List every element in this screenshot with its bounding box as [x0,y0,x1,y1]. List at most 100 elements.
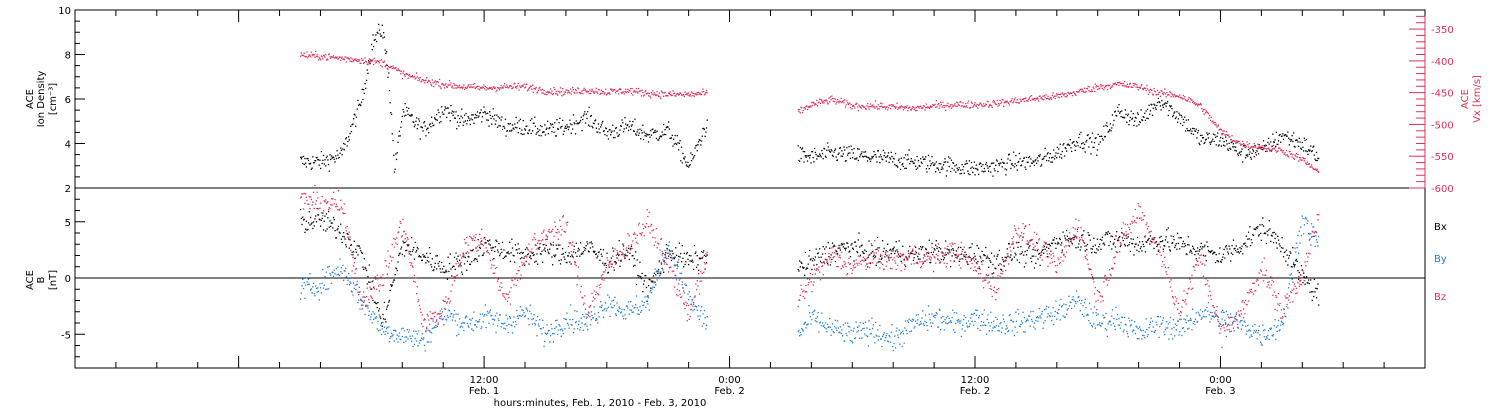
series-bx-point [461,271,463,273]
density-series-point [1311,150,1313,152]
series-bx-point [307,222,310,224]
series-bx-point [1314,291,1316,293]
series-bx-point [424,256,426,258]
density-series-point [597,131,599,133]
density-series-point [697,144,699,146]
density-series-point [526,132,529,134]
density-series-point [1225,136,1227,138]
density-series-point [987,167,989,169]
series-bx-point [466,260,469,262]
vx-series-point [392,65,394,67]
density-series-point [872,157,874,159]
series-by-point [412,345,414,348]
vx-series-point [534,88,537,90]
series-by-point [617,309,619,311]
series-bx-point [432,269,434,272]
series-by-point [317,290,320,293]
series-bx-point [1236,251,1238,253]
vx-series-point [1123,85,1125,87]
vx-series-point [618,88,620,91]
vx-series-point [1051,94,1053,96]
density-series-point [869,160,872,162]
density-series-point [306,158,308,160]
density-series-point [1295,139,1297,142]
density-series-point [847,152,849,154]
vx-series-point [1241,143,1243,145]
series-by-point [1111,315,1113,317]
series-by-point [340,270,342,273]
vx-series-point [660,98,662,100]
density-series-point [368,61,370,63]
series-by-point [685,284,687,287]
vx-series-point [1269,149,1271,152]
vx-series-point [1185,99,1187,101]
vx-series-point [699,92,701,94]
vx-series-point [402,72,404,74]
density-series-point [810,162,812,164]
vx-series-point [423,82,426,84]
series-bx-point [985,257,988,259]
vx-series-point [691,92,693,94]
density-series-point [352,123,354,125]
density-series-point [1001,166,1003,168]
vx-series-point [1043,99,1045,101]
density-series-point [598,128,600,130]
density-series-point [503,125,505,128]
series-by-point [554,327,556,330]
vx-series-point [1258,147,1260,149]
series-bx-point [658,260,660,262]
density-series-point [864,151,867,153]
series-by-point [881,345,883,348]
series-by-point [660,271,662,273]
series-by-point [825,328,827,330]
series-bx-point [511,238,513,240]
series-bx-point [1158,243,1160,245]
series-bx-point [635,283,638,286]
series-bx-point [369,281,371,283]
series-bx-point [1225,245,1227,247]
density-series-point [842,153,844,155]
vx-series-point [1161,90,1163,92]
series-by-point [500,326,502,328]
series-bx-point [973,253,975,255]
vx-series-point [1182,98,1184,100]
density-series-point [888,161,890,163]
series-bx-point [1083,230,1085,232]
density-series-point [1030,162,1033,164]
series-bx-point [581,252,583,254]
series-by-point [904,320,907,322]
series-bx-point [966,261,968,263]
series-by-point [487,312,489,314]
vx-series-point [418,77,420,79]
vx-series-point [1164,93,1167,95]
density-series-point [1161,99,1163,102]
density-series-point [1145,110,1147,112]
vx-series-point [816,105,819,107]
density-series-point [1033,161,1035,163]
vx-series-point [625,91,627,94]
series-bx-point [997,254,999,256]
vx-series-point [1167,94,1169,96]
vx-series-point [875,106,877,108]
series-bx-point [1300,265,1303,267]
vx-series-point [604,92,606,94]
series-by-point [968,325,970,327]
series-bx-point [681,245,683,247]
series-bx-point [1250,239,1252,241]
density-series-point [904,167,906,170]
vx-series-point [434,80,436,82]
density-series-point [1137,113,1139,116]
series-by-point [637,309,640,311]
series-bx-point [301,223,303,226]
density-series-point [438,122,441,124]
series-bx-point [333,219,335,221]
series-bx-point [986,255,988,257]
series-by-point [916,322,918,324]
density-series-point [986,165,988,167]
series-by-point [1109,320,1111,323]
series-by-point [967,326,969,329]
series-bx-point [499,253,501,255]
series-bx-point [1162,240,1164,242]
series-bx-point [957,255,959,257]
series-bx-point [537,247,539,249]
